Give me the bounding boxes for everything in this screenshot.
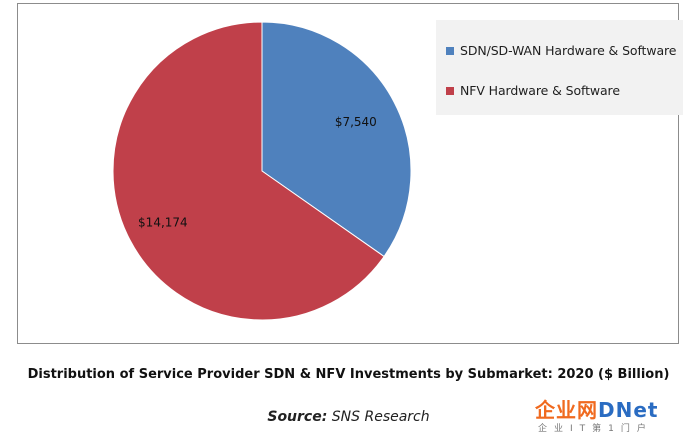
legend-item-sdn-sdwan: SDN/SD-WAN Hardware & Software — [446, 43, 676, 58]
watermark-logo: 企业网DNet 企业IT第1门户 — [535, 394, 695, 434]
data-label-sdn-sdwan: $7,540 — [335, 115, 377, 129]
legend-swatch — [446, 46, 454, 55]
watermark-d: D — [598, 398, 616, 422]
legend: SDN/SD-WAN Hardware & Software NFV Hardwa… — [436, 20, 683, 115]
legend-label: SDN/SD-WAN Hardware & Software — [460, 43, 677, 58]
watermark-net: Net — [615, 398, 659, 422]
pie-slice-sdn-sdwan — [261, 21, 412, 258]
chart-source: Source: SNS Research — [0, 409, 697, 425]
pie-chart: $7,540 $14,174 — [112, 21, 412, 321]
pie-slice-nfv — [112, 21, 385, 321]
watermark-subtitle: 企业IT第1门户 — [538, 424, 653, 434]
source-label: Source: — [267, 409, 328, 425]
chart-caption-title: Distribution of Service Provider SDN & N… — [27, 367, 670, 382]
legend-swatch — [446, 86, 454, 95]
watermark-main: 企业网DNet — [535, 394, 658, 423]
legend-item-nfv: NFV Hardware & Software — [446, 83, 620, 98]
legend-label: NFV Hardware & Software — [460, 83, 620, 98]
chart-area: $7,540 $14,174 SDN/SD-WAN Hardware & Soft… — [17, 3, 683, 344]
source-name: SNS Research — [331, 409, 430, 425]
watermark-cn: 企业网 — [535, 398, 598, 422]
data-label-nfv: $14,174 — [138, 216, 188, 230]
